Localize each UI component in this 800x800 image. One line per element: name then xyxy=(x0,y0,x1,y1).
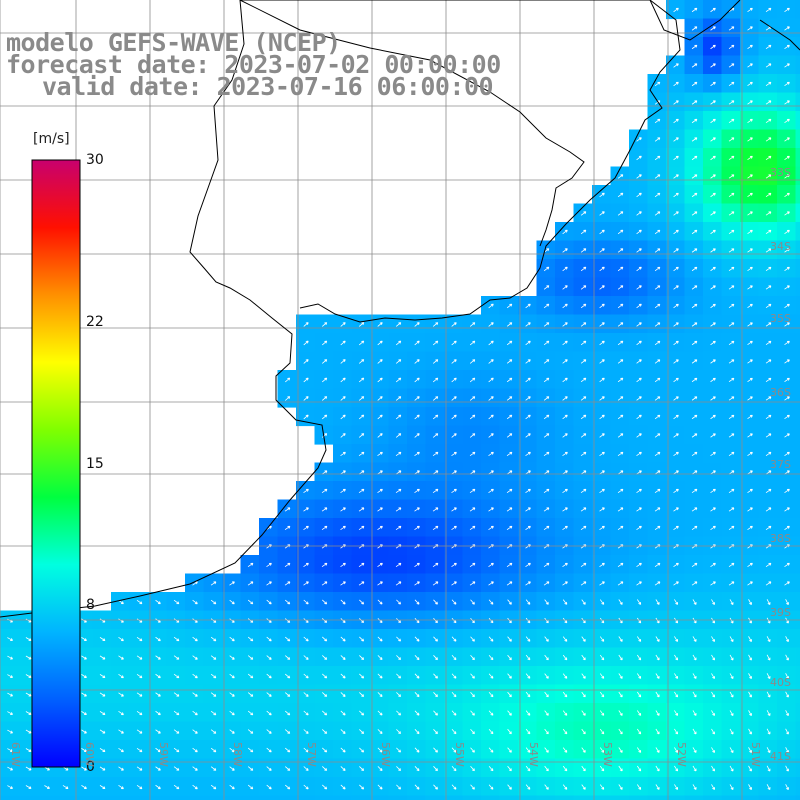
coastline xyxy=(0,0,681,618)
latitude-label: 34S xyxy=(770,240,791,253)
longitude-label: 52W xyxy=(675,742,688,767)
longitude-label: 61W xyxy=(9,742,22,767)
colorbar-tick-label: 8 xyxy=(86,597,95,614)
latitude-label: 39S xyxy=(770,606,791,619)
valid-date: valid date: 2023-07-16 06:00:00 xyxy=(42,72,494,101)
longitude-label: 56W xyxy=(379,742,392,767)
latitude-label: 36S xyxy=(770,386,791,399)
longitude-label: 54W xyxy=(527,742,540,767)
colorbar-border xyxy=(31,159,81,768)
latitude-label: 40S xyxy=(770,676,791,689)
wind-arrows xyxy=(7,7,790,791)
colorbar-tick-label: 30 xyxy=(86,152,104,168)
forecast-date: forecast date: 2023-07-02 00:00:00 xyxy=(6,50,501,79)
colorbar-tick-label: 15 xyxy=(86,455,104,472)
colorbar-tick-label: 0 xyxy=(86,759,95,775)
longitude-label: 51W xyxy=(749,742,762,767)
longitude-label: 53W xyxy=(601,742,614,767)
longitude-label: 57W xyxy=(305,742,318,767)
colorbar xyxy=(32,160,80,767)
colorbar-tick-label: 22 xyxy=(86,313,104,330)
longitude-label: 59W xyxy=(157,742,170,767)
colorbar-unit: [m/s] xyxy=(33,131,70,147)
latitude-label: 38S xyxy=(770,532,791,545)
longitude-label: 58W xyxy=(231,742,244,767)
latitude-label: 37S xyxy=(770,458,791,471)
latitude-label: 33S xyxy=(770,166,791,179)
latitude-label: 35S xyxy=(770,312,791,325)
coastline-north xyxy=(649,0,800,51)
latitude-label: 41S xyxy=(770,750,791,763)
coastline-inland xyxy=(239,0,585,247)
longitude-label: 55W xyxy=(453,742,466,767)
map-title: modelo GEFS-WAVE (NCEP) xyxy=(6,28,341,57)
longitude-label: 60W xyxy=(83,742,96,767)
